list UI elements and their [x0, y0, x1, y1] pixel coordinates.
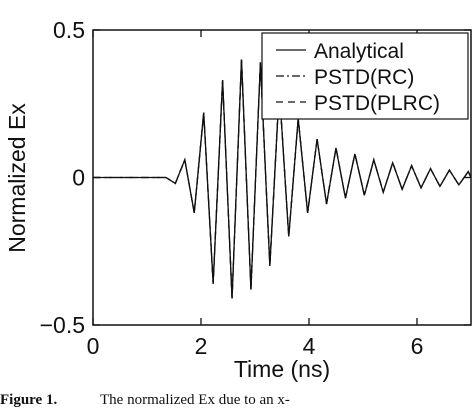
legend-label: Analytical — [314, 40, 404, 63]
y-tick-label: 0 — [72, 165, 85, 191]
series-line — [93, 59, 472, 299]
caption-label: Figure 1. — [0, 392, 57, 408]
legend-label: PSTD(RC) — [314, 66, 414, 89]
y-tick-label: −0.5 — [40, 312, 85, 338]
x-tick-label: 0 — [87, 333, 100, 359]
y-tick-label: 0.5 — [53, 17, 85, 43]
y-axis-label: Normalized Ex — [4, 103, 30, 253]
x-tick-label: 6 — [411, 333, 424, 359]
caption-text: The normalized Ex due to an x- — [100, 392, 290, 408]
x-axis-label: Time (ns) — [234, 356, 330, 382]
x-tick-label: 4 — [303, 333, 316, 359]
legend-label: PSTD(PLRC) — [314, 92, 440, 115]
x-tick-label: 2 — [195, 333, 208, 359]
